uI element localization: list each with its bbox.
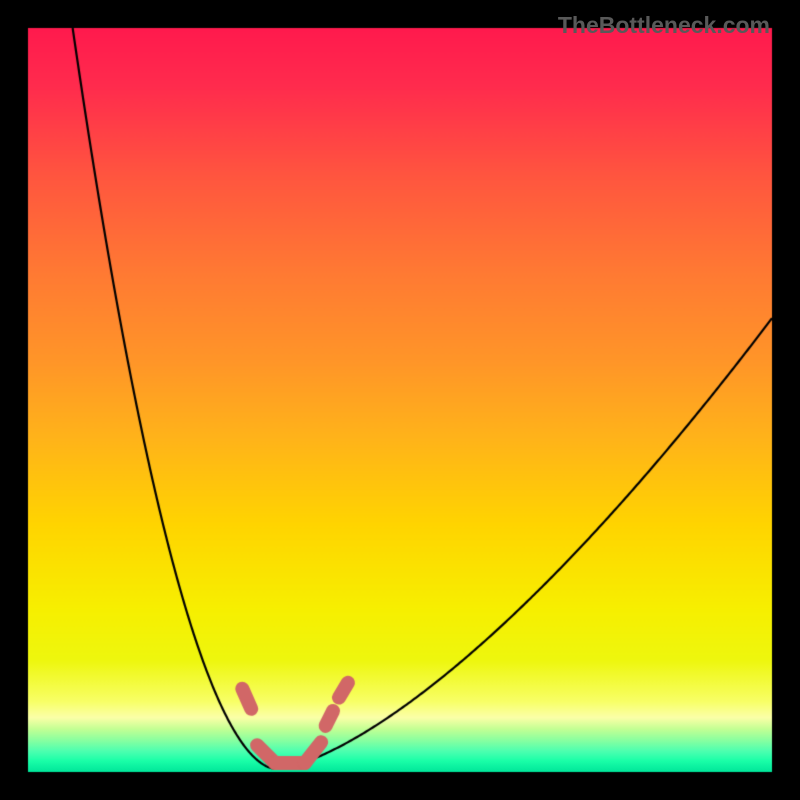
bottleneck-chart — [0, 0, 800, 800]
